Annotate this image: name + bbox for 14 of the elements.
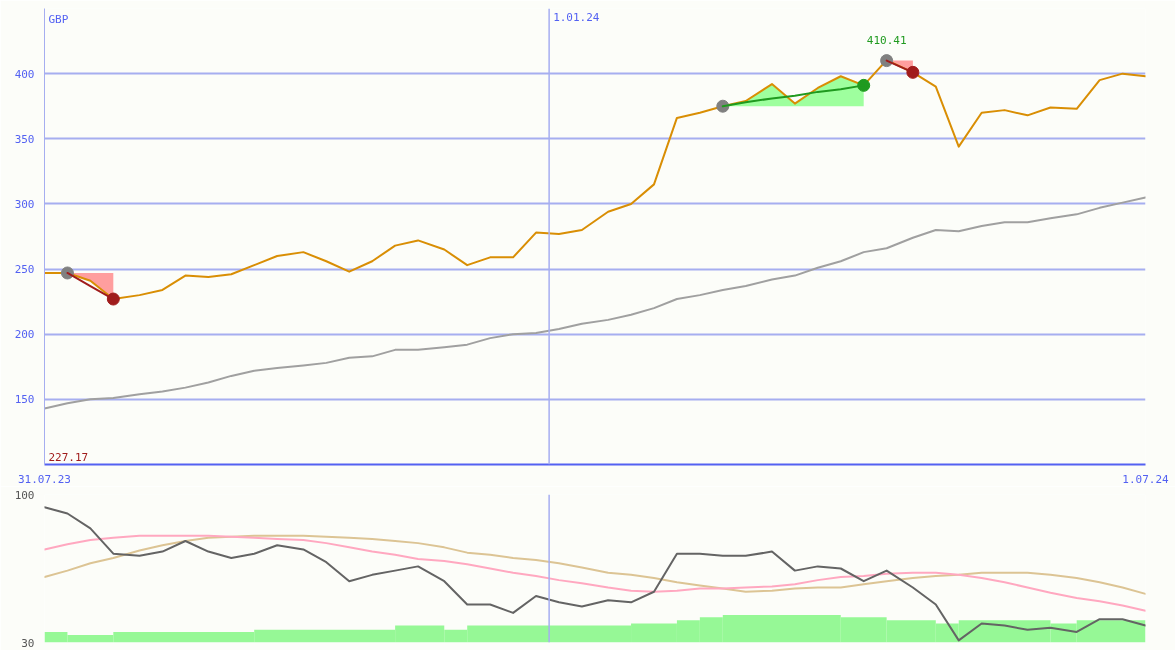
y-tick-label: 30 (21, 636, 35, 650)
y-axis-title: GBP (48, 12, 69, 26)
annotation: 227.17 (48, 450, 89, 464)
y-tick-label: 250 (14, 263, 35, 277)
y-tick-label: 150 (14, 393, 35, 407)
y-tick-label: 400 (14, 67, 35, 81)
ref-line-label: 1.01.24 (553, 10, 600, 24)
y-tick-label: 100 (14, 488, 35, 502)
x-tick-label: 31.07.23 (18, 472, 71, 486)
y-tick-label: 200 (14, 328, 35, 342)
x-tick-label: 1.07.24 (1122, 472, 1170, 486)
y-tick-label: 300 (14, 197, 35, 211)
y-tick-label: 350 (14, 132, 35, 146)
data-label: 410.41 (866, 34, 907, 48)
